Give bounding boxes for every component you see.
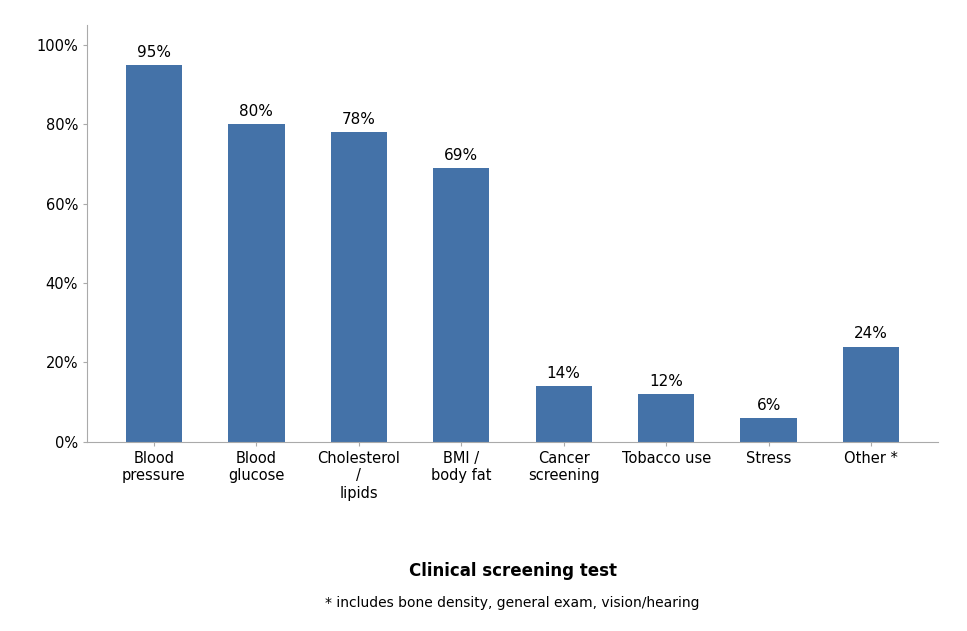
Text: * includes bone density, general exam, vision/hearing: * includes bone density, general exam, v… [325, 596, 700, 610]
Text: 14%: 14% [546, 366, 580, 381]
Text: 95%: 95% [137, 45, 171, 60]
Bar [228, 124, 284, 442]
Bar [638, 394, 694, 442]
Bar [331, 133, 387, 442]
Bar [126, 65, 182, 442]
Text: Clinical screening test: Clinical screening test [408, 562, 617, 580]
Bar [536, 386, 592, 442]
Text: 6%: 6% [756, 398, 781, 413]
Text: 78%: 78% [342, 112, 376, 127]
Text: 80%: 80% [240, 104, 274, 119]
Text: 24%: 24% [854, 326, 888, 341]
Bar [741, 418, 797, 442]
Bar [843, 346, 899, 442]
Text: 12%: 12% [649, 374, 683, 389]
Text: 69%: 69% [444, 148, 479, 163]
Bar [433, 168, 489, 442]
